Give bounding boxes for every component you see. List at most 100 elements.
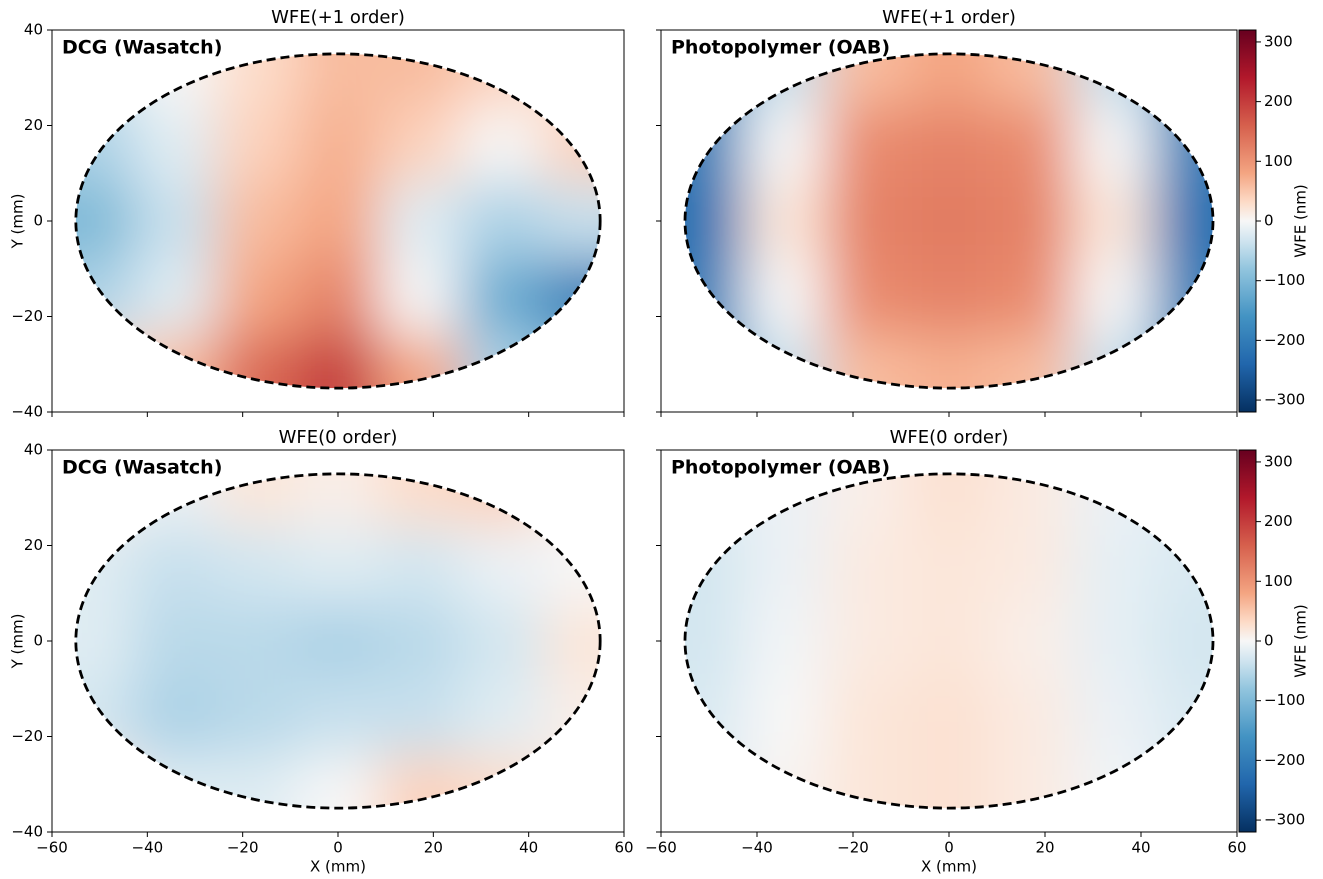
heatmap-cell [215,473,299,528]
heatmap-cell [378,106,462,184]
colorbar-tick-label: −200 [1264,751,1305,769]
y-tick-label: −20 [11,727,43,745]
x-tick-label: 40 [519,839,538,857]
heatmap-cell [75,602,135,681]
colorbar-tick-label: 200 [1264,92,1293,110]
heatmap-cell [825,335,909,389]
heatmap-cell [460,473,544,528]
colorbar-tick-label: −100 [1264,271,1305,289]
heatmap-cell [743,602,827,681]
panel-title: WFE(+1 order) [882,7,1016,28]
heatmap-cell [460,106,544,184]
heatmap-cell [685,259,745,337]
heatmap [75,473,601,809]
heatmap-cell [297,473,380,528]
x-tick-label: −20 [227,839,259,857]
heatmap-cell [297,755,380,809]
heatmap-cell [542,335,601,389]
heatmap-cell [297,602,380,681]
heatmap-cell [907,106,992,184]
heatmap-cell [825,679,909,757]
heatmap-cell [990,755,1074,809]
heatmap-cell [542,473,601,528]
heatmap-cell [743,526,827,604]
panel-label: Photopolymer (OAB) [671,457,890,479]
x-tick-label: 60 [614,839,633,857]
heatmap-cell [1154,106,1213,184]
heatmap-cell [542,106,601,184]
heatmap-cell [75,182,135,261]
heatmap-cell [907,259,992,337]
colorbar-tick-label: −100 [1264,691,1305,709]
x-axis-label: X (mm) [310,858,366,876]
heatmap-cell [907,473,992,528]
heatmap-cell [685,679,745,757]
heatmap-cell [1072,755,1156,809]
heatmap-cells [75,473,601,809]
heatmap-cells [75,53,601,389]
heatmap-cell [297,53,380,108]
x-tick-label: 60 [1227,839,1246,857]
heatmap-cell [990,106,1074,184]
colorbar-label: WFE (nm) [1292,604,1310,678]
heatmap-cell [1072,526,1156,604]
colorbar-tick-label: 0 [1264,212,1274,230]
heatmap-cell [685,602,745,681]
heatmap-cell [297,259,380,337]
heatmap-cell [990,679,1074,757]
y-tick-label: 0 [33,632,43,650]
panel-title: WFE(0 order) [890,427,1009,448]
heatmap-cell [743,182,827,261]
colorbar-tick-label: 100 [1264,572,1293,590]
colorbar-tick-label: 0 [1264,632,1274,650]
heatmap-cell [215,182,299,261]
heatmap-cell [1072,335,1156,389]
heatmap-cell [75,106,135,184]
heatmap-cell [907,679,992,757]
heatmap-cell [297,182,380,261]
heatmap-cell [907,526,992,604]
heatmap-cell [460,755,544,809]
heatmap-cell [1072,473,1156,528]
heatmap-cell [378,755,462,809]
heatmap-cell [215,526,299,604]
boundary-ellipse [74,52,602,390]
heatmap-cell [460,679,544,757]
heatmap-cell [1072,182,1156,261]
y-tick-label: 40 [24,441,43,459]
panel-title: WFE(+1 order) [271,7,405,28]
heatmap-cell [378,335,462,389]
heatmap-cell [297,335,380,389]
heatmap-cell [685,182,745,261]
boundary-ellipse [683,472,1215,810]
heatmap-cell [215,679,299,757]
colorbar-label: WFE (nm) [1292,184,1310,258]
colorbar-tick-label: 100 [1264,152,1293,170]
heatmap-cell [542,53,601,108]
x-axis-label: X (mm) [921,858,977,876]
heatmap-cell [825,602,909,681]
heatmap-cell [75,526,135,604]
heatmap-cell [215,755,299,809]
heatmap-cells [685,53,1213,389]
heatmap-cell [685,106,745,184]
y-axis-label: Y (mm) [9,194,27,250]
heatmap [685,53,1213,389]
heatmap-cell [460,602,544,681]
heatmap-cell [542,526,601,604]
heatmap-cell [825,755,909,809]
heatmap-cell [133,106,217,184]
boundary-ellipse [74,472,602,810]
panel-label: DCG (Wasatch) [62,37,222,59]
heatmap-cell [542,755,601,809]
heatmap-cell [378,679,462,757]
heatmap-cell [685,526,745,604]
heatmap-cell [825,106,909,184]
colorbar-tick-label: 200 [1264,512,1293,530]
heatmap-cell [990,526,1074,604]
heatmap-cell [133,335,217,389]
heatmap-cell [743,259,827,337]
y-axis-label: Y (mm) [9,614,27,670]
